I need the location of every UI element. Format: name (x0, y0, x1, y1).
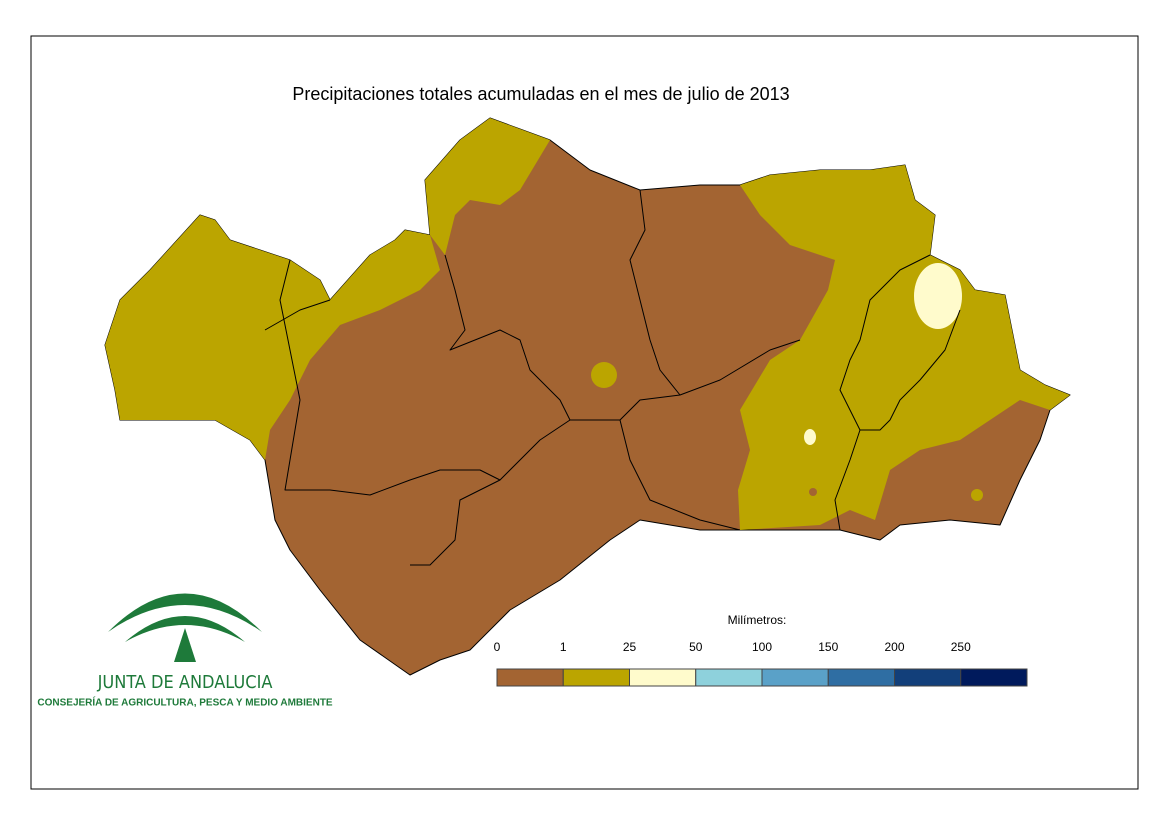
logo-column (174, 628, 196, 662)
olive-north (425, 118, 550, 255)
legend-tick-label: 50 (689, 640, 703, 654)
olive-west (105, 215, 440, 460)
olive-patch (971, 489, 983, 501)
legend-tick-label: 200 (884, 640, 904, 654)
logo-name: JUNTA DE ANDALUCIA (97, 672, 273, 693)
logo: JUNTA DE ANDALUCIA CONSEJERÍA DE AGRICUL… (37, 593, 333, 709)
legend-swatch (562, 668, 630, 687)
legend-tick-label: 25 (623, 640, 637, 654)
legend-tick-label: 0 (494, 640, 501, 654)
legend-swatch (496, 668, 564, 687)
legend-tick-label: 150 (818, 640, 838, 654)
legend-swatch (761, 668, 829, 687)
legend-swatch (629, 668, 697, 687)
olive-east (738, 165, 1070, 530)
legend-title: Milímetros: (728, 613, 787, 627)
logo-arc (125, 616, 245, 642)
legend-swatch (695, 668, 763, 687)
pale-patch (804, 429, 816, 445)
legend: Milímetros: 0 1 25 50 100 150 200 250 (494, 613, 1028, 687)
legend-tick-label: 250 (951, 640, 971, 654)
logo-arc (108, 593, 262, 632)
pale-patch (914, 263, 962, 329)
olive-patch (591, 362, 617, 388)
brown-patch (809, 488, 817, 496)
map-title: Precipitaciones totales acumuladas en el… (292, 84, 789, 104)
legend-swatch (827, 668, 895, 687)
legend-swatch (960, 668, 1028, 687)
legend-tick-label: 100 (752, 640, 772, 654)
legend-tick-label: 1 (560, 640, 567, 654)
andalucia-map (104, 117, 1071, 676)
logo-department: CONSEJERÍA DE AGRICULTURA, PESCA Y MEDIO… (37, 696, 333, 709)
province-borders (264, 189, 961, 566)
legend-swatch (894, 668, 962, 687)
